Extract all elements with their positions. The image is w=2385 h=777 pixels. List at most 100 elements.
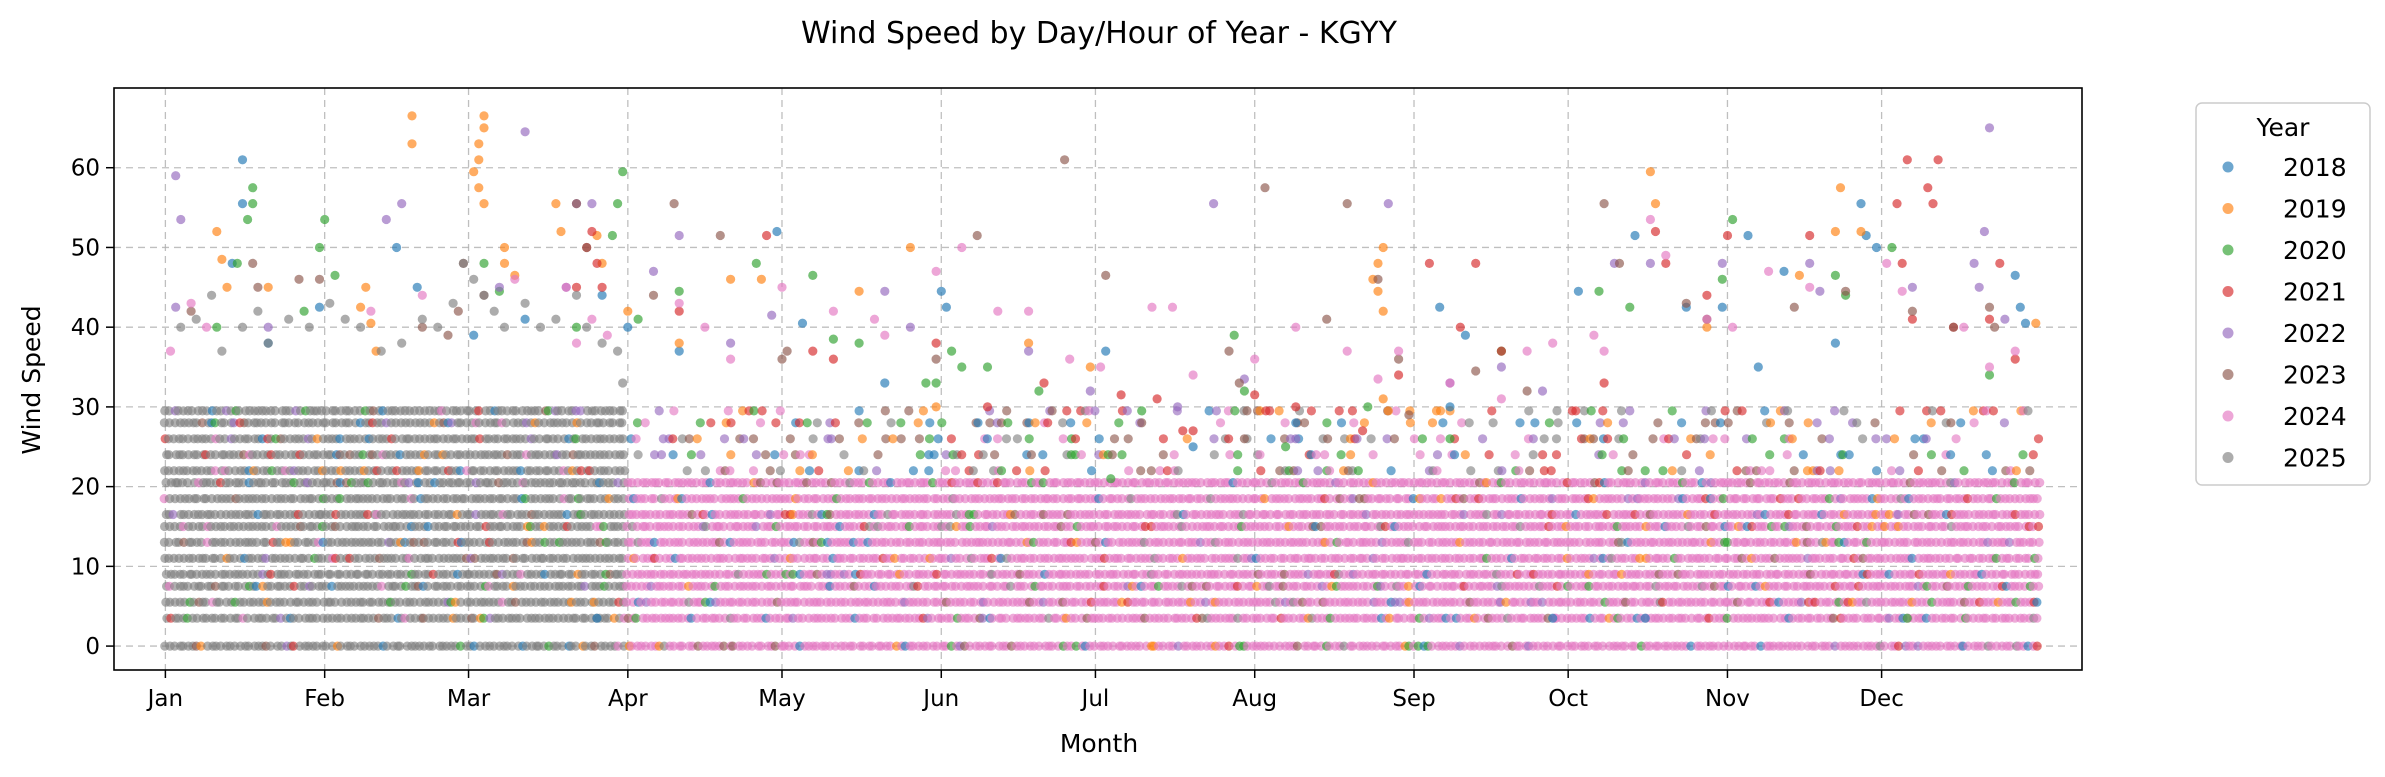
observation-point bbox=[748, 466, 759, 476]
observation-point bbox=[1233, 466, 1243, 476]
observation-point bbox=[1299, 418, 1310, 428]
observation-point bbox=[1603, 434, 1613, 444]
observation-point bbox=[516, 569, 526, 579]
observation-point bbox=[1323, 434, 1333, 444]
observation-point bbox=[1699, 434, 1710, 444]
observation-point bbox=[1173, 466, 1183, 476]
observation-point bbox=[1834, 466, 1844, 476]
observation-point bbox=[888, 434, 898, 444]
observation-point bbox=[726, 450, 736, 460]
observation-point bbox=[367, 597, 377, 607]
observation-point bbox=[1732, 466, 1742, 476]
observation-point bbox=[599, 521, 609, 532]
observation-point bbox=[1062, 406, 1072, 416]
observation-point bbox=[1825, 466, 1835, 476]
observation-point bbox=[479, 613, 489, 623]
observation-point bbox=[1334, 406, 1344, 416]
observation-point bbox=[795, 450, 805, 460]
observation-point bbox=[814, 466, 824, 476]
observation-point bbox=[344, 418, 354, 428]
observation-point bbox=[1723, 418, 1733, 428]
observation-point bbox=[561, 553, 572, 564]
observation-point bbox=[413, 478, 423, 488]
observation-point bbox=[1787, 434, 1797, 444]
observation-point bbox=[511, 537, 521, 548]
observation-point bbox=[1619, 434, 1629, 444]
observation-point bbox=[802, 418, 812, 428]
observation-point bbox=[1497, 466, 1507, 476]
observation-point bbox=[880, 406, 890, 416]
observation-point bbox=[1066, 418, 1076, 428]
observation-point bbox=[1322, 418, 1332, 428]
observation-point bbox=[590, 406, 600, 416]
observation-point bbox=[627, 537, 637, 548]
observation-point bbox=[1677, 466, 1687, 476]
observation-point bbox=[1544, 418, 1554, 428]
observation-point bbox=[1233, 450, 1243, 460]
observation-point bbox=[908, 466, 919, 476]
observation-point bbox=[654, 553, 665, 564]
observation-point bbox=[470, 553, 480, 564]
observation-point bbox=[1107, 450, 1117, 460]
observation-point bbox=[214, 597, 224, 607]
observation-point bbox=[265, 641, 276, 651]
observation-point bbox=[1815, 466, 1825, 476]
observation-point bbox=[1648, 434, 1658, 444]
observation-point bbox=[1182, 434, 1192, 444]
observation-point bbox=[1280, 418, 1290, 428]
observation-point bbox=[442, 569, 452, 579]
observation-point bbox=[700, 466, 711, 476]
observation-point bbox=[1603, 418, 1613, 428]
observation-point bbox=[455, 478, 465, 488]
observation-point bbox=[1586, 406, 1596, 416]
observation-point bbox=[229, 553, 239, 564]
observation-point bbox=[354, 553, 364, 564]
observation-point bbox=[857, 434, 867, 444]
observation-point bbox=[511, 406, 521, 416]
observation-point bbox=[1025, 466, 1035, 476]
observation-point bbox=[233, 581, 243, 591]
observation-point bbox=[571, 434, 581, 444]
observation-point bbox=[381, 509, 391, 520]
observation-point bbox=[749, 406, 759, 416]
observation-point bbox=[621, 597, 632, 607]
observation-point bbox=[335, 569, 345, 579]
observation-point bbox=[395, 597, 405, 607]
observation-point bbox=[1336, 418, 1347, 428]
observation-point bbox=[474, 537, 485, 548]
observation-point bbox=[872, 466, 882, 476]
observation-point bbox=[915, 450, 925, 460]
observation-point bbox=[1024, 434, 1034, 444]
observation-point bbox=[1616, 406, 1627, 416]
observation-point bbox=[266, 581, 276, 591]
observation-point bbox=[1001, 434, 1012, 444]
observation-point bbox=[1872, 466, 1882, 476]
observation-point bbox=[668, 450, 678, 460]
observation-point bbox=[321, 641, 331, 651]
observation-point bbox=[1478, 434, 1488, 444]
observation-point bbox=[553, 434, 563, 444]
observation-point bbox=[726, 418, 736, 428]
observation-point bbox=[442, 494, 452, 504]
observation-point bbox=[618, 434, 628, 444]
observation-point bbox=[414, 509, 424, 520]
observation-point bbox=[423, 581, 433, 591]
observation-point bbox=[423, 509, 433, 520]
observation-point bbox=[1070, 434, 1081, 444]
observation-point bbox=[580, 613, 590, 623]
observation-point bbox=[839, 450, 849, 460]
observation-point bbox=[270, 418, 280, 428]
observation-point bbox=[668, 434, 678, 444]
observation-point bbox=[243, 434, 253, 444]
observation-point bbox=[224, 581, 234, 591]
observation-point bbox=[1136, 466, 1146, 476]
observation-point bbox=[469, 613, 479, 623]
observation-point bbox=[336, 641, 346, 651]
observation-point bbox=[566, 569, 577, 579]
observation-point bbox=[561, 450, 572, 460]
observation-point bbox=[400, 494, 410, 504]
observation-point bbox=[859, 466, 869, 476]
observation-point bbox=[501, 581, 512, 591]
observation-point bbox=[1597, 450, 1607, 460]
observation-point bbox=[1435, 434, 1446, 444]
